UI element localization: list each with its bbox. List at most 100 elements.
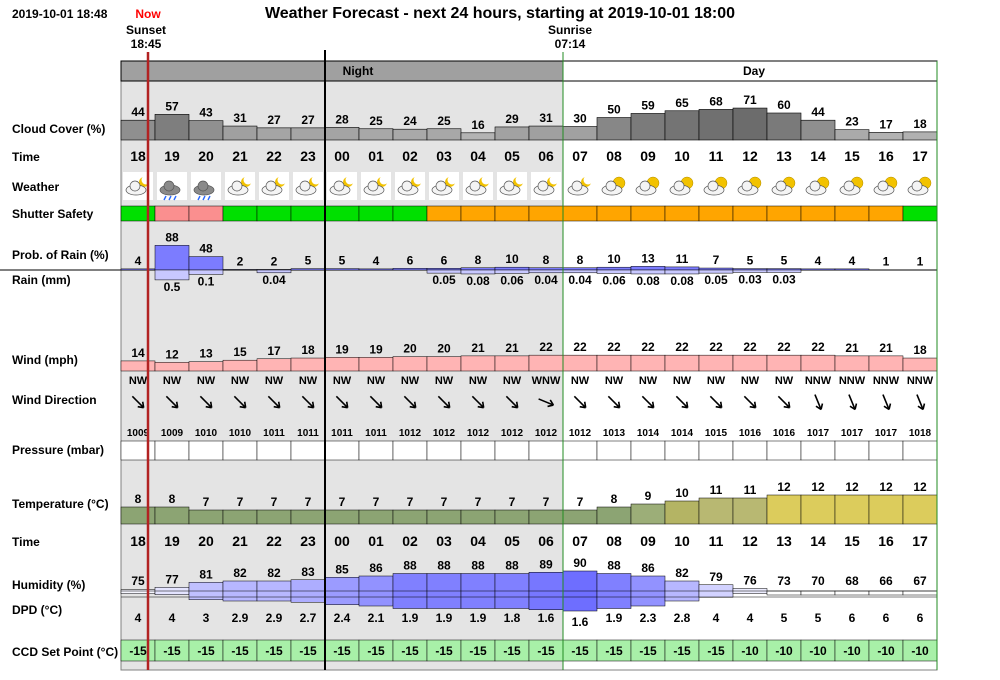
temperature-value: 8: [611, 492, 618, 506]
wind-arrow-icon: [743, 395, 757, 409]
pressure-value: 1016: [773, 428, 796, 439]
cloud-puff: [129, 180, 141, 192]
pressure-value: 1017: [875, 428, 898, 439]
arrow-head: [515, 401, 519, 408]
humidity-value: 82: [675, 566, 689, 580]
arrow-head: [854, 403, 858, 410]
time-label: 10: [674, 148, 690, 164]
cloud-puff: [809, 180, 821, 192]
cloud-value: 17: [879, 117, 893, 131]
dpd-value: 1.9: [470, 611, 487, 625]
raindrop: [168, 195, 172, 201]
moon-shadow: [481, 175, 491, 185]
arrow-head: [579, 405, 586, 409]
wind-bar: [222, 359, 258, 372]
cloud-value: 29: [505, 112, 519, 126]
cloud-puff: [503, 180, 515, 192]
cloud-bar: [324, 127, 360, 141]
cloud-puff: [741, 180, 753, 192]
temperature-value: 7: [305, 495, 312, 509]
pressure-value: 1011: [297, 428, 319, 439]
rain-prob-bar: [358, 268, 394, 271]
time-label-bottom: 04: [470, 533, 486, 549]
rain-prob-bar: [154, 245, 190, 271]
shutter-marginal: [494, 205, 530, 222]
dpd-value: 1.9: [606, 611, 623, 625]
time-label-bottom: 14: [810, 533, 826, 549]
moon-shadow: [583, 175, 593, 185]
arrow-head: [409, 405, 416, 409]
pressure-cell: [188, 440, 224, 461]
pressure-cell: [868, 440, 904, 461]
cloud-bar: [834, 129, 870, 141]
rain-prob-bar: [460, 267, 496, 271]
dpd-value: 1.9: [436, 611, 453, 625]
dpd-value: 2.9: [232, 611, 249, 625]
cloud-bar: [766, 112, 802, 141]
shutter-unsafe: [154, 205, 190, 222]
row-label-wind: Wind (mph): [12, 353, 78, 367]
temperature-bar: [256, 509, 292, 525]
dpd-value: 2.9: [266, 611, 283, 625]
cloud-value: 57: [165, 99, 179, 113]
shutter-marginal: [562, 205, 598, 222]
wind-bar: [188, 361, 224, 372]
rain-mm-value: 0.03: [772, 272, 796, 286]
cloud-value: 43: [199, 106, 213, 120]
arrow-shaft: [777, 395, 791, 409]
rain-prob-value: 2: [237, 254, 244, 268]
temperature-bar: [732, 497, 768, 525]
wind-arrow-icon: [882, 394, 892, 411]
arrow-shaft: [131, 395, 145, 409]
rain-prob-bar: [664, 266, 700, 271]
temperature-value: 12: [913, 480, 927, 494]
arrow-shaft: [743, 395, 757, 409]
wind-arrow-icon: [335, 395, 349, 409]
cloud-value: 25: [369, 114, 383, 128]
temperature-value: 7: [373, 495, 380, 509]
pressure-value: 1016: [739, 428, 762, 439]
humidity-value: 83: [301, 565, 315, 579]
row-label-time2: Time: [12, 535, 40, 549]
set-point-value: -10: [843, 644, 861, 658]
wind-direction-label: NW: [333, 375, 352, 387]
cloud-bar: [732, 107, 768, 141]
wind-value: 22: [641, 340, 655, 354]
set-point-value: -15: [231, 644, 249, 658]
temperature-value: 12: [879, 480, 893, 494]
timestamp: 2019-10-01 18:48: [12, 7, 108, 21]
wind-direction-label: NW: [571, 375, 590, 387]
pressure-value: 1013: [603, 428, 626, 439]
arrow-shaft: [403, 395, 417, 409]
cloud-puff: [197, 180, 209, 192]
pressure-value: 1012: [501, 428, 524, 439]
pressure-value: 1017: [807, 428, 830, 439]
temperature-value: 12: [845, 480, 859, 494]
shutter-marginal: [766, 205, 802, 222]
dpd-value: 4: [747, 611, 754, 625]
rain-prob-value: 10: [607, 252, 621, 266]
temperature-value: 7: [577, 495, 584, 509]
day-label: Day: [743, 64, 765, 78]
pressure-value: 1012: [399, 428, 422, 439]
humidity-value: 90: [573, 556, 587, 570]
rain-prob-bar: [392, 268, 428, 271]
wind-arrow-icon: [538, 398, 555, 408]
dpd-value: 4: [713, 611, 720, 625]
set-point-value: -15: [469, 644, 487, 658]
cloud-puff: [877, 180, 889, 192]
time-label: 16: [878, 148, 894, 164]
humidity-value: 88: [471, 559, 485, 573]
shutter-marginal: [868, 205, 904, 222]
cloud-bar: [290, 127, 326, 141]
humidity-bar: [800, 590, 836, 596]
set-point-value: -15: [435, 644, 453, 658]
time-label-bottom: 12: [742, 533, 758, 549]
time-label: 18: [130, 148, 146, 164]
cloudy-night-icon: [497, 172, 527, 200]
wind-value: 13: [199, 347, 213, 361]
temperature-bar: [698, 497, 734, 525]
temperature-bar: [290, 509, 326, 525]
row-label-temperature: Temperature (°C): [12, 497, 109, 511]
temperature-value: 9: [645, 489, 652, 503]
